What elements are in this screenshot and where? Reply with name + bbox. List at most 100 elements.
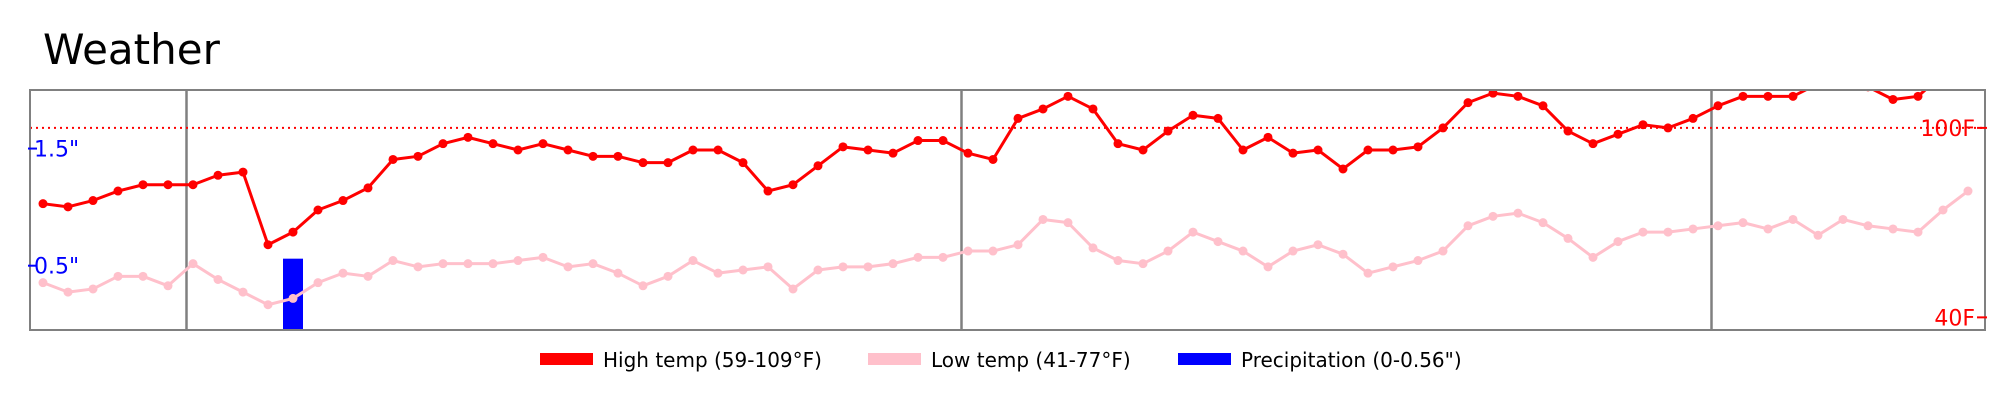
high-temp-point [1338,164,1348,174]
high-temp-point [1263,132,1273,142]
high-temp-point [1713,101,1723,111]
low-temp-point [1863,221,1873,231]
low-temp-point [1763,224,1773,234]
high-temp-point [588,151,598,161]
low-temp-point [1363,268,1373,278]
high-temp-point [813,161,823,171]
high-temp-point [663,158,673,168]
high-temp-point [938,136,948,146]
low-temp-point [1463,221,1473,231]
low-temp-point [138,271,148,281]
high-temp-point [1038,104,1048,114]
low-temp-line [42,189,1969,307]
legend-label: Precipitation (0-0.56") [1241,348,1462,372]
high-temp-point [1688,113,1698,123]
high-temp-point [1538,101,1548,111]
left-tick-label: 0.5" [34,255,79,280]
low-temp-point [1038,214,1048,224]
low-temp-point [1063,218,1073,228]
right-tick-label: 100F [1920,117,1975,142]
low-temp-point [413,262,423,272]
high-temp-point [1964,70,1973,79]
high-temp-point [163,180,173,190]
low-temp-point [1563,233,1573,243]
low-temp-point [1738,218,1748,228]
low-temp-point [1288,246,1298,256]
low-temp-point [713,268,723,278]
high-temp-point [1839,79,1848,88]
low-temp-point [938,252,948,262]
high-temp-point [63,202,73,212]
high-temp-point [1013,113,1023,123]
high-temp-point [1939,70,1948,79]
low-temp-point [1088,243,1098,253]
low-temp-point [1488,211,1498,221]
low-temp-point [913,252,923,262]
legend-label: High temp (59-109°F) [603,348,822,372]
high-temp-line [42,90,1928,247]
low-temp-point [1513,208,1523,218]
low-temp-point [1013,240,1023,250]
low-temp-point [1838,214,1848,224]
low-temp-point [63,287,73,297]
legend-label: Low temp (41-77°F) [931,348,1131,372]
high-temp-point [1763,91,1773,101]
low-temp-point [838,262,848,272]
high-temp-point [613,151,623,161]
high-temp-point [963,148,973,158]
low-temp-point [1438,246,1448,256]
low-temp-point [1888,224,1898,234]
legend-swatch [540,353,593,365]
high-temp-point [713,145,723,155]
high-temp-point [1138,145,1148,155]
low-temp-point [563,262,573,272]
low-temp-point [1313,240,1323,250]
high-temp-point [888,148,898,158]
high-temp-point [913,136,923,146]
high-temp-point [413,151,423,161]
low-temp-point [88,284,98,294]
low-temp-point [863,262,873,272]
high-temp-point [138,180,148,190]
legend-swatch [1178,353,1231,365]
low-temp-point [963,246,973,256]
high-temp-point [1313,145,1323,155]
high-temp-point [188,180,198,190]
right-tick-label: 40F [1934,306,1975,331]
low-temp-point [588,259,598,269]
high-temp-point [563,145,573,155]
high-temp-point [688,145,698,155]
low-temp-point [988,246,998,256]
high-temp-point [1913,91,1923,101]
low-temp-point [1138,259,1148,269]
high-temp-point [238,167,248,177]
low-temp-point [338,268,348,278]
legend: High temp (59-109°F) Low temp (41-77°F) Pr… [540,348,1462,372]
high-temp-point [338,196,348,206]
low-temp-point [538,252,548,262]
high-temp-point [1363,145,1373,155]
high-temp-point [1563,126,1573,136]
low-temp-point [688,256,698,266]
high-temp-point [738,158,748,168]
plot-contents [30,70,1998,330]
low-temp-point [1588,252,1598,262]
high-temp-point [1388,145,1398,155]
low-temp-point [1163,246,1173,256]
low-temp-point [1263,262,1273,272]
high-temp-point [113,186,123,196]
low-temp-point [763,262,773,272]
low-temp-point [638,281,648,291]
high-temp-point [1413,142,1423,152]
low-temp-point [788,284,798,294]
low-temp-point [888,259,898,269]
low-temp-point [488,259,498,269]
low-temp-point [263,300,273,310]
low-temp-point [213,274,223,284]
low-temp-point [1213,237,1223,247]
high-temp-point [1989,73,1998,82]
high-temp-point [1238,145,1248,155]
low-temp-point [613,268,623,278]
high-temp-point [1463,98,1473,108]
high-temp-point [1063,91,1073,101]
